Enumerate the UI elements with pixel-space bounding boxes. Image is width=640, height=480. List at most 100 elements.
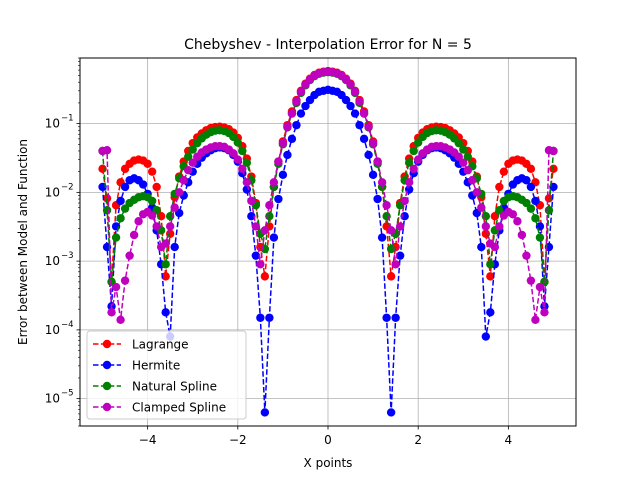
data-point [400, 196, 409, 206]
data-point [404, 158, 414, 167]
data-point [161, 239, 170, 248]
legend-marker [102, 360, 112, 370]
data-point [107, 308, 116, 317]
data-point [265, 313, 274, 322]
data-point [283, 150, 292, 160]
data-point [368, 170, 378, 180]
data-point [522, 198, 531, 208]
y-tick-label: 10 [45, 254, 60, 268]
x-axis-label: X points [304, 456, 353, 470]
series-line [101, 71, 555, 282]
data-point [544, 206, 554, 215]
data-point [296, 109, 306, 118]
data-point [355, 120, 364, 130]
data-point [495, 182, 504, 192]
data-point [287, 109, 297, 118]
data-point [256, 260, 265, 269]
data-point [98, 164, 107, 174]
x-tick-label: 4 [505, 433, 513, 447]
data-point [102, 146, 112, 155]
data-point [346, 80, 355, 89]
data-point [490, 212, 500, 221]
data-point [409, 164, 418, 174]
data-point [161, 260, 170, 269]
data-point [391, 313, 400, 322]
data-point [170, 242, 179, 252]
data-point [242, 178, 252, 187]
data-point [459, 158, 468, 167]
data-point [165, 212, 175, 221]
data-point [377, 233, 387, 242]
axis-ticks: −4 −2 0 2 410−510−410−310−210−1 [45, 57, 513, 447]
data-point [413, 155, 423, 164]
data-point [129, 230, 139, 240]
data-point [472, 188, 481, 197]
legend-label: Natural Spline [132, 380, 217, 394]
data-point [508, 210, 518, 219]
data-point [238, 164, 247, 174]
data-point [269, 178, 279, 187]
data-point [481, 332, 491, 341]
y-tick-label: 10 [45, 117, 60, 131]
data-point [260, 272, 270, 281]
data-point [278, 138, 288, 148]
data-point [102, 194, 112, 203]
data-point [368, 138, 378, 148]
series-clamped-spline [98, 67, 558, 325]
data-point [147, 196, 157, 206]
data-point [486, 308, 495, 317]
data-point [517, 230, 527, 240]
legend: Lagrange Hermite Natural Spline Clamped Spl… [86, 330, 247, 420]
data-point [120, 276, 130, 285]
data-point [116, 214, 125, 223]
data-point [346, 101, 355, 111]
data-point [265, 201, 274, 210]
data-point [274, 157, 283, 166]
data-point [535, 282, 545, 292]
data-point [535, 233, 545, 242]
data-point [382, 313, 391, 322]
data-point [260, 408, 270, 417]
data-point [522, 251, 531, 260]
legend-entry: Hermite [93, 359, 180, 373]
data-point [404, 178, 414, 187]
data-point [490, 242, 500, 252]
data-point [287, 134, 297, 144]
data-point [161, 308, 170, 317]
data-point [283, 122, 292, 131]
data-point [526, 164, 536, 174]
data-point [386, 226, 396, 235]
data-point [477, 242, 486, 252]
data-point [350, 109, 360, 118]
legend-label: Clamped Spline [132, 401, 226, 415]
data-point [242, 158, 252, 167]
data-point [359, 134, 369, 144]
data-point [531, 196, 540, 206]
data-point [364, 150, 373, 160]
data-point [526, 204, 536, 213]
data-point [134, 217, 143, 226]
data-point [454, 152, 463, 161]
data-point [161, 272, 170, 281]
data-point [274, 194, 283, 204]
data-point [468, 176, 477, 185]
data-point [170, 203, 179, 212]
data-point [549, 164, 558, 174]
chart-title: Chebyshev - Interpolation Error for N = … [184, 37, 472, 53]
data-point [463, 152, 472, 161]
x-tick-label: −4 [139, 433, 157, 447]
data-point [499, 167, 509, 176]
data-point [242, 185, 252, 194]
data-point [138, 180, 148, 189]
data-point [229, 149, 238, 158]
legend-entry: Clamped Spline [93, 401, 226, 415]
data-point [481, 222, 491, 231]
data-point [238, 146, 247, 156]
data-point [386, 408, 396, 417]
data-point [256, 313, 265, 322]
data-point [184, 152, 193, 161]
legend-label: Lagrange [132, 338, 189, 352]
data-point [526, 276, 536, 285]
data-point [495, 222, 504, 231]
data-point [152, 182, 161, 192]
